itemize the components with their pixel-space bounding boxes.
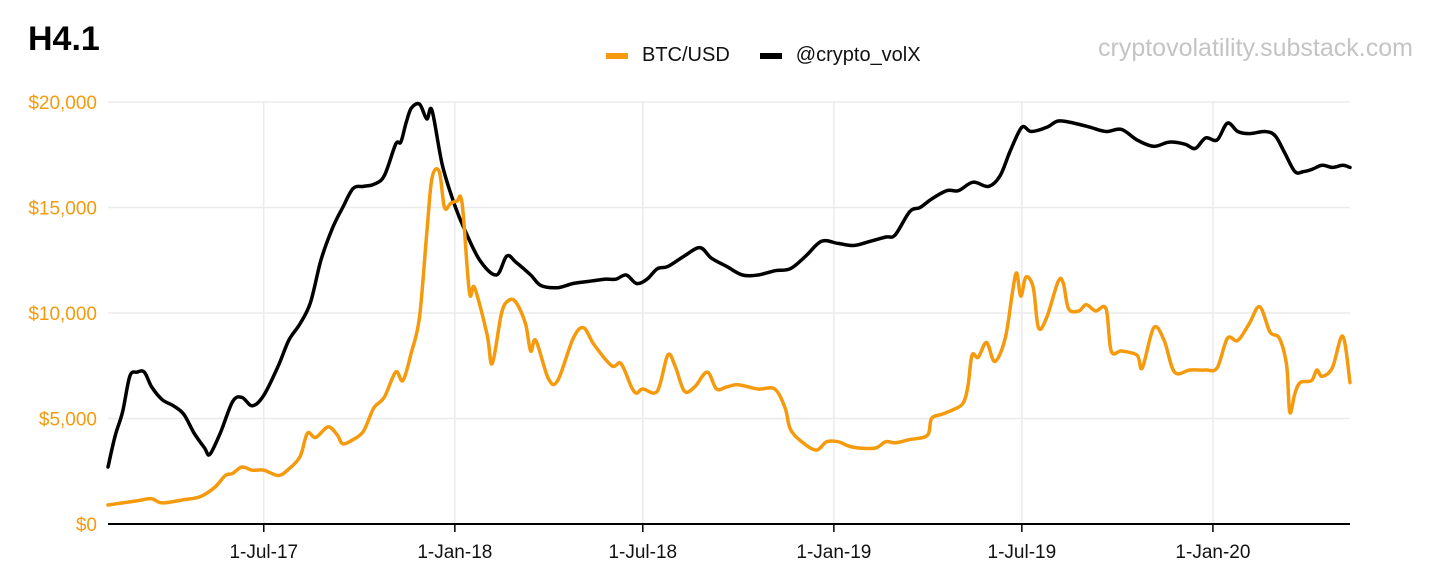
y-tick-label: $10,000 xyxy=(28,304,97,325)
series-lines xyxy=(106,101,1352,507)
y-tick-label: $15,000 xyxy=(28,199,97,220)
watermark-source: cryptovolatility.substack.com xyxy=(1098,34,1413,62)
chart-title: H4.1 xyxy=(28,20,100,58)
legend-item-btc[interactable]: BTC/USD xyxy=(606,44,730,67)
x-tick-label: 1-Jan-19 xyxy=(796,542,871,563)
series-line-crypto-volx xyxy=(106,101,1352,469)
x-tick-label: 1-Jan-20 xyxy=(1175,542,1250,563)
axes: $0 $5,000 $10,000 $15,000 $20,000 1-Jul-17 1-J… xyxy=(28,93,1350,563)
gridlines xyxy=(108,101,1350,524)
x-tick-label: 1-Jul-18 xyxy=(608,542,677,563)
legend-label-btc: BTC/USD xyxy=(642,44,730,66)
x-tick-label: 1-Jan-18 xyxy=(417,542,492,563)
series-line-btc-usd xyxy=(106,167,1352,507)
legend-label-vol: @crypto_volX xyxy=(795,44,921,66)
legend-item-vol[interactable]: @crypto_volX xyxy=(759,44,921,67)
x-tick-label: 1-Jul-17 xyxy=(229,542,298,563)
y-tick-label: $0 xyxy=(76,515,97,536)
legend-swatch-btc xyxy=(606,52,628,59)
x-tick-label: 1-Jul-19 xyxy=(988,542,1057,563)
y-tick-label: $20,000 xyxy=(28,93,97,114)
legend-swatch-vol xyxy=(759,52,782,59)
legend: BTC/USD @crypto_volX xyxy=(606,44,951,67)
y-tick-label: $5,000 xyxy=(39,410,97,431)
